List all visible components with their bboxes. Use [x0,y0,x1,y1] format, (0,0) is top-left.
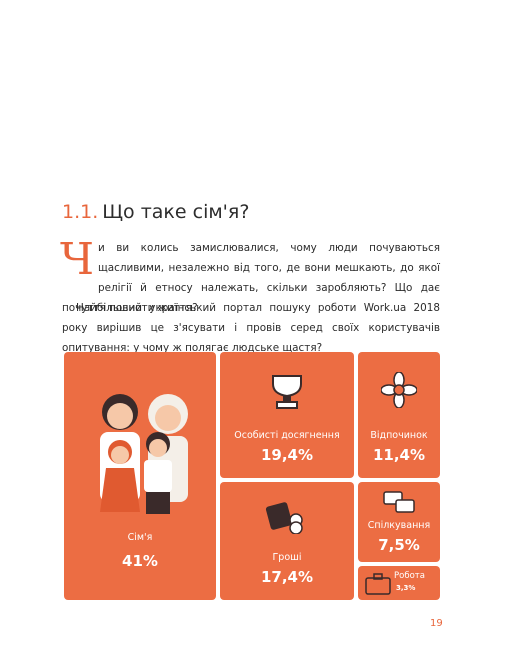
tile-value: 11,4% [372,446,426,464]
tile-value: 17,4% [260,568,314,586]
paragraph-text: и ви колись замислювалися, чому люди поч… [62,242,440,314]
family-icon [100,394,188,514]
tile: Гроші 17,4% [220,482,354,600]
paragraph: Найбільший український портал пошуку роб… [62,302,440,354]
money-icon [265,502,303,534]
tile-label: Гроші [272,552,302,563]
tile-label: Сім'я [127,532,153,543]
heading: 1.1. Що таке сім'я? [62,201,249,223]
tile: Особисті досягнення 19,4% [220,352,354,478]
trophy-icon [272,375,302,409]
tile: Робота 3,3% [358,566,440,600]
tile: Відпочинок 11,4% [358,352,440,478]
briefcase-icon [365,573,391,595]
tile-value: 3,3% [396,584,416,592]
tile-label: Спілкування [367,520,431,531]
tile-label: Робота [394,571,425,581]
page-number: 19 [430,618,443,629]
tile-label: Особисті досягнення [234,430,340,441]
tile-label: Відпочинок [370,430,428,441]
tile-value: 7,5% [378,536,420,554]
heading-number: 1.1. [62,201,99,223]
tile-value: 41% [122,552,158,570]
flower-icon [381,372,417,408]
drop-cap: Ч [60,234,95,285]
tile-value: 19,4% [260,446,314,464]
tile: Сім'я 41% [64,352,216,600]
tile: Спілкування 7,5% [358,482,440,562]
heading-title: Що таке сім'я? [102,201,250,223]
chat-icon [383,491,415,513]
